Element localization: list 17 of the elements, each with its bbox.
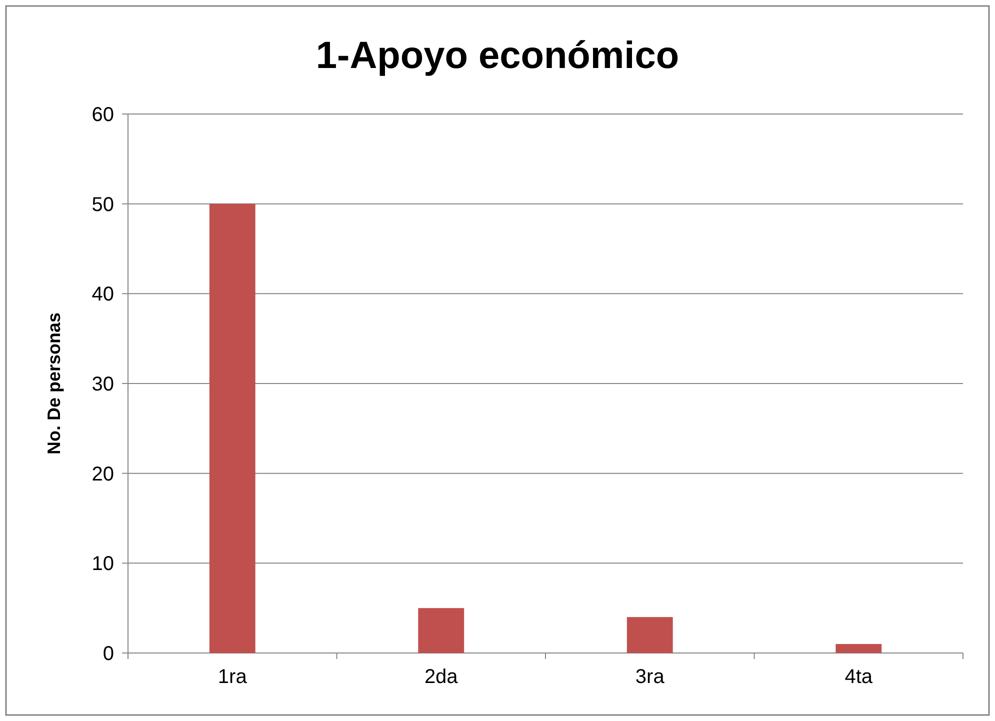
chart-title: 1-Apoyo económico [316,35,680,77]
y-tick-label: 50 [92,194,114,216]
bar [836,644,882,653]
x-tick-label: 4ta [844,666,874,688]
y-axis-title: No. De personas [44,312,64,455]
y-tick-label: 0 [102,643,114,665]
bar [209,204,256,653]
y-tick-label: 40 [92,284,114,306]
y-tick-label: 20 [92,463,114,486]
x-tick-label: 2da [424,666,459,688]
y-tick-label: 10 [92,553,114,576]
bar [626,617,673,653]
x-tick-label: 3ra [635,666,666,688]
bar [418,608,464,653]
y-tick-label: 60 [92,104,114,126]
y-tick-label: 30 [92,374,114,396]
x-tick-label: 1ra [218,666,248,688]
